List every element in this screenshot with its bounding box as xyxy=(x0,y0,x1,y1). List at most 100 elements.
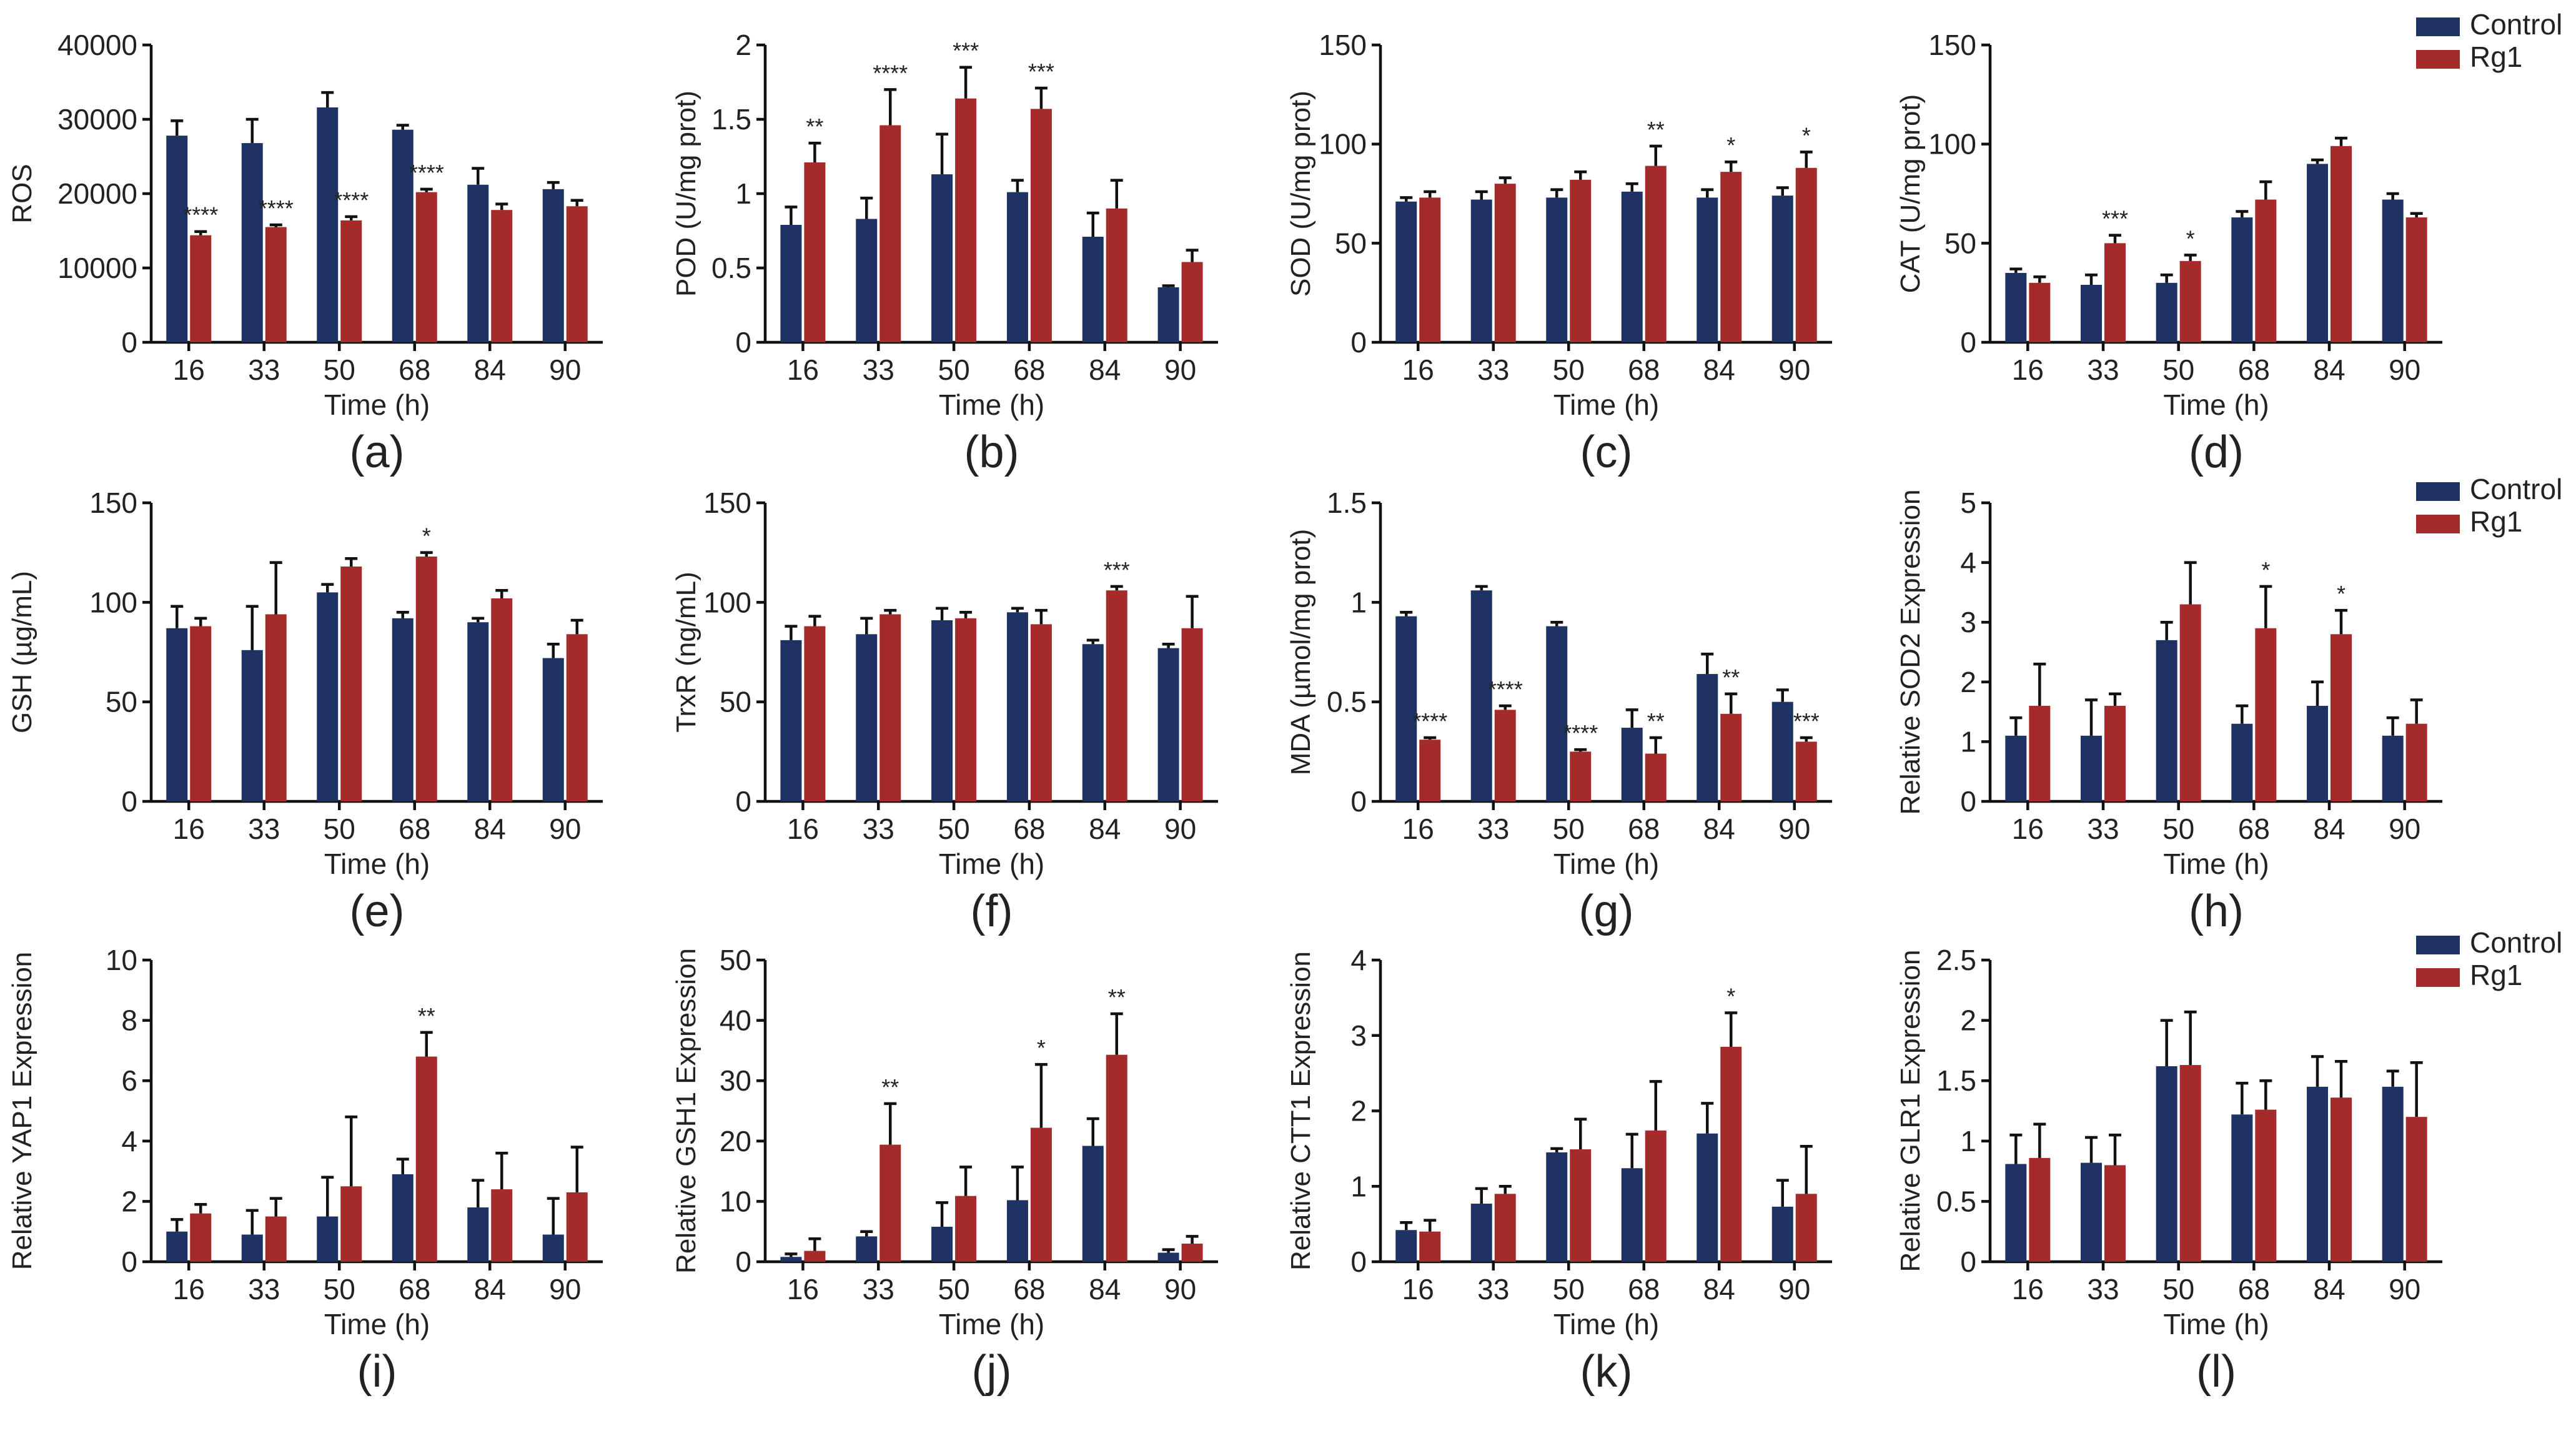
bar-rg1 xyxy=(415,557,437,801)
x-tick-label: 90 xyxy=(2389,1273,2420,1305)
y-tick-label: 2 xyxy=(1960,666,1976,698)
bar-control xyxy=(1082,237,1104,342)
x-tick-label: 84 xyxy=(1703,354,1735,386)
y-tick-label: 0 xyxy=(121,326,137,359)
significance-label: * xyxy=(1037,1035,1046,1061)
bar-rg1 xyxy=(2331,146,2352,342)
y-tick-label: 20000 xyxy=(57,177,137,210)
y-tick-label: 0.5 xyxy=(1936,1185,1976,1217)
bar-control xyxy=(2156,282,2177,342)
y-tick-label: 100 xyxy=(89,586,137,618)
x-tick-label: 33 xyxy=(248,813,280,845)
significance-label: **** xyxy=(1488,676,1523,702)
bar-control xyxy=(1546,1152,1568,1262)
y-tick-label: 4 xyxy=(121,1125,137,1157)
y-tick-label: 150 xyxy=(703,487,751,519)
bar-rg1 xyxy=(1720,1046,1742,1262)
panel-label: (d) xyxy=(2189,427,2244,477)
bar-control xyxy=(241,143,263,342)
bar-control xyxy=(780,640,802,801)
bar-rg1 xyxy=(190,235,212,342)
x-axis-label: Time (h) xyxy=(324,389,430,421)
x-tick-label: 33 xyxy=(248,354,280,386)
bar-rg1 xyxy=(2029,706,2051,801)
y-tick-label: 3 xyxy=(1350,1019,1367,1052)
x-tick-label: 16 xyxy=(2012,354,2044,386)
x-tick-label: 33 xyxy=(863,813,894,845)
x-tick-label: 68 xyxy=(2238,1273,2270,1305)
x-tick-label: 68 xyxy=(1013,1273,1045,1305)
bar-control xyxy=(1470,1204,1492,1262)
bar-rg1 xyxy=(1645,1130,1667,1262)
bar-control xyxy=(317,592,339,801)
x-tick-label: 84 xyxy=(1089,354,1121,386)
y-tick-label: 50 xyxy=(106,686,137,718)
significance-label: *** xyxy=(1028,59,1054,84)
chart-panel-h: 0 1 2 3 4 5 16 33 50 68 * 84 * 90 Relative SOD2 Expres… xyxy=(1895,487,2442,936)
y-tick-label: 0 xyxy=(121,785,137,818)
bar-rg1 xyxy=(1106,590,1127,801)
y-axis-label: Relative CTT1 Expression xyxy=(1286,951,1316,1270)
y-tick-label: 10000 xyxy=(57,252,137,284)
x-axis-label: Time (h) xyxy=(939,1308,1045,1340)
bar-control xyxy=(2307,164,2328,342)
y-tick-label: 2 xyxy=(1350,1095,1367,1127)
bar-rg1 xyxy=(879,125,901,342)
bar-rg1 xyxy=(2179,260,2201,342)
y-tick-label: 0 xyxy=(121,1245,137,1278)
y-tick-label: 1.5 xyxy=(1327,487,1367,519)
bar-control xyxy=(1082,1146,1104,1262)
bar-control xyxy=(542,658,564,801)
x-tick-label: 50 xyxy=(1553,1273,1585,1305)
significance-label: * xyxy=(1802,122,1811,148)
bar-rg1 xyxy=(2029,282,2051,342)
bar-control xyxy=(392,618,414,801)
legend-label-control: Control xyxy=(2470,926,2562,959)
bar-control xyxy=(1006,612,1028,801)
y-tick-label: 0 xyxy=(1350,1245,1367,1278)
bar-rg1 xyxy=(2179,1065,2201,1262)
x-tick-label: 68 xyxy=(1013,813,1045,845)
y-tick-label: 0 xyxy=(1350,326,1367,359)
x-tick-label: 33 xyxy=(2087,813,2119,845)
y-tick-label: 0.5 xyxy=(711,252,751,284)
bar-control xyxy=(1470,199,1492,342)
bar-control xyxy=(931,174,953,342)
bar-rg1 xyxy=(491,598,513,801)
significance-label: ** xyxy=(1108,984,1126,1010)
chart-panel-f: 0 50 100 150 16 33 50 68 84 *** 90 TrxR (ng/mL) Time… xyxy=(671,487,1218,936)
significance-label: **** xyxy=(334,187,369,213)
y-tick-label: 150 xyxy=(89,487,137,519)
x-tick-label: 68 xyxy=(1628,1273,1660,1305)
bar-control xyxy=(2156,1066,2177,1262)
bar-rg1 xyxy=(1720,172,1742,342)
y-tick-label: 20 xyxy=(720,1125,751,1157)
y-tick-label: 50 xyxy=(1335,227,1367,259)
y-tick-label: 1 xyxy=(1960,725,1976,758)
bar-rg1 xyxy=(1106,208,1127,342)
bar-rg1 xyxy=(1419,1231,1441,1262)
bar-control xyxy=(2382,199,2404,342)
x-tick-label: 50 xyxy=(938,1273,969,1305)
x-tick-label: 68 xyxy=(1628,813,1660,845)
y-axis-label: POD (U/mg prot) xyxy=(671,91,701,297)
bar-control xyxy=(1546,197,1568,342)
x-tick-label: 50 xyxy=(1553,354,1585,386)
x-tick-label: 90 xyxy=(2389,354,2420,386)
x-tick-label: 16 xyxy=(1402,354,1434,386)
panel-label: (b) xyxy=(964,427,1019,477)
bar-control xyxy=(1621,1168,1643,1262)
bar-control xyxy=(1395,616,1417,801)
significance-label: **** xyxy=(1563,720,1598,746)
y-tick-label: 0 xyxy=(735,1245,751,1278)
bar-rg1 xyxy=(2255,1109,2277,1262)
bar-rg1 xyxy=(566,1192,588,1262)
bar-rg1 xyxy=(2104,706,2126,801)
significance-label: **** xyxy=(259,196,294,221)
bar-rg1 xyxy=(265,227,287,342)
x-tick-label: 68 xyxy=(2238,813,2270,845)
x-tick-label: 84 xyxy=(2313,354,2345,386)
bar-control xyxy=(1395,201,1417,342)
x-tick-label: 84 xyxy=(1703,813,1735,845)
